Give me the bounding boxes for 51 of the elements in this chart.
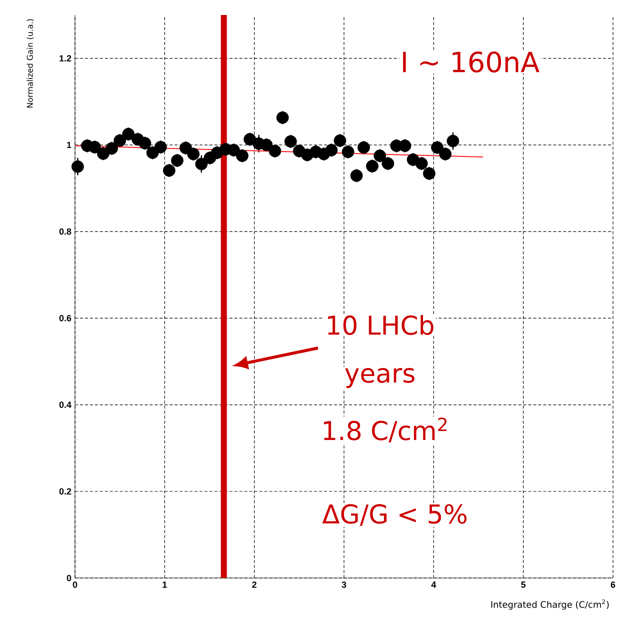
point: [439, 148, 452, 160]
annotation: years: [345, 368, 414, 388]
x-tick-label: 1: [162, 582, 167, 588]
y-tick-label: 0.8: [59, 228, 72, 235]
point: [358, 141, 370, 154]
point: [228, 144, 240, 156]
point: [415, 157, 428, 170]
point: [97, 147, 110, 160]
x-tick-label: 5: [521, 582, 526, 588]
point: [350, 169, 363, 182]
x-tick-label: 2: [252, 582, 256, 588]
point: [114, 134, 126, 147]
x-tick-label: 0: [72, 582, 78, 588]
point: [422, 167, 436, 180]
x-tick-label: 6: [610, 582, 616, 588]
y-tick-label: 1: [67, 142, 72, 148]
point: [71, 160, 84, 173]
point: [122, 128, 135, 140]
point: [284, 135, 297, 148]
y-tick-label: 0.2: [59, 488, 72, 495]
point: [236, 150, 248, 162]
point: [154, 140, 167, 154]
point: [171, 154, 184, 167]
y-tick-label: 0.4: [59, 402, 72, 408]
point: [325, 144, 338, 156]
x-axis-title: Integrated Charge (C/cm$^{2}$): [491, 600, 609, 610]
point: [138, 136, 152, 150]
point: [431, 141, 444, 154]
point: [195, 158, 208, 170]
point: [260, 138, 273, 152]
point: [276, 111, 289, 124]
point: [374, 150, 386, 162]
point: [446, 134, 460, 148]
annotation: ΔG/G < 5%: [322, 504, 466, 526]
point: [382, 157, 394, 170]
y-tick-label: 1.2: [60, 55, 72, 62]
point: [106, 142, 118, 155]
annotation: 10 LHCb: [328, 314, 434, 336]
annotation: 1.8 C/cm$^{2}$: [324, 418, 447, 442]
x-tick-label: 4: [431, 582, 436, 588]
x-tick-label: 3: [342, 582, 346, 588]
point: [162, 164, 176, 177]
y-tick-label: 0.6: [59, 314, 72, 322]
point: [366, 160, 378, 172]
point: [342, 146, 354, 158]
annotation: I ~ 160nA: [403, 51, 540, 73]
y-tick-label: 0: [66, 574, 72, 582]
point: [88, 140, 101, 154]
point: [334, 134, 346, 147]
point: [187, 148, 200, 160]
point: [268, 144, 282, 158]
